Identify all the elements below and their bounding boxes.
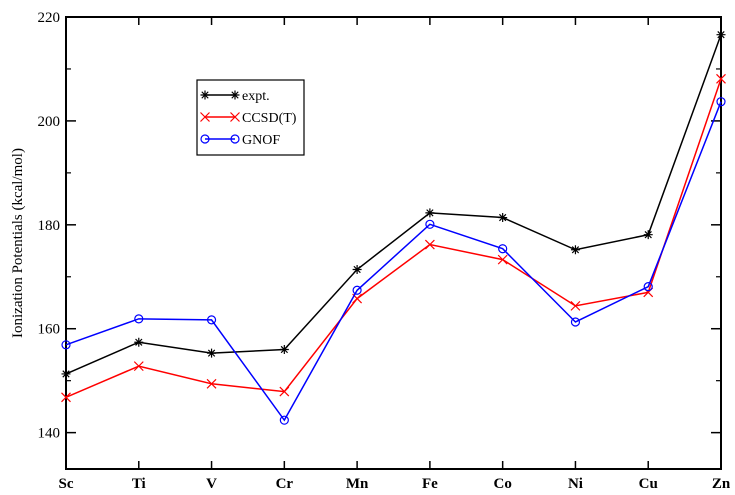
x-tick-label: Cu [639, 476, 658, 492]
marker-circle [206, 315, 217, 325]
marker-x [497, 254, 508, 265]
y-tick-label: 220 [38, 10, 61, 26]
marker-asterisk [279, 345, 289, 355]
marker-asterisk [134, 337, 144, 347]
axes-group: Sc Ti V Cr Mn Fe Co Ni Cu Zn 140 160 180 200 220 [38, 10, 731, 492]
x-tick-label: Sc [59, 476, 74, 492]
legend-item: GNOF [200, 133, 280, 148]
marker-asterisk [716, 30, 726, 40]
series-line [65, 101, 722, 422]
marker-circle [61, 340, 71, 350]
x-tick-label: Fe [422, 476, 438, 492]
plot-frame [65, 16, 722, 470]
legend-label: GNOF [242, 133, 280, 148]
marker-x [279, 386, 290, 397]
series-2 [61, 97, 726, 425]
marker-circle [352, 285, 362, 295]
legend-label: CCSD(T) [242, 111, 297, 126]
series-layer [61, 30, 726, 425]
marker-asterisk [200, 90, 210, 100]
legend-item: CCSD(T) [200, 111, 297, 126]
series-1 [61, 73, 726, 403]
marker-x [716, 73, 726, 84]
marker-x [424, 239, 435, 250]
marker-x [570, 300, 581, 311]
series-line [65, 34, 722, 375]
marker-x [230, 112, 240, 122]
marker-asterisk [61, 369, 71, 379]
y-axis-title: Ionization Potentials (kcal/mol) [10, 148, 26, 338]
marker-x [206, 378, 217, 389]
marker-asterisk [230, 90, 240, 100]
legend-label: expt. [242, 89, 270, 104]
y-tick-label: 160 [38, 322, 61, 338]
marker-asterisk [643, 230, 653, 240]
marker-circle [643, 282, 653, 292]
marker-x [200, 112, 210, 122]
marker-asterisk [352, 264, 362, 274]
marker-circle [230, 134, 240, 144]
marker-asterisk [498, 213, 508, 223]
marker-asterisk [207, 348, 217, 358]
legend: expt. CCSD(T) GNOF [196, 79, 305, 156]
marker-circle [498, 244, 508, 254]
x-tick-label: Cr [276, 476, 294, 492]
y-tick-label: 140 [38, 426, 61, 442]
marker-x [61, 392, 71, 403]
marker-circle [134, 314, 144, 324]
marker-circle [570, 317, 581, 327]
x-tick-label: Co [493, 476, 511, 492]
legend-item: expt. [200, 89, 270, 104]
series-0 [61, 30, 726, 379]
y-tick-label: 200 [38, 114, 61, 130]
x-tick-label: Ni [568, 476, 583, 492]
x-tick-label: V [206, 476, 217, 492]
x-tick-label: Mn [346, 476, 369, 492]
x-tick-label: Zn [712, 476, 731, 492]
marker-circle [200, 134, 210, 144]
marker-circle [425, 219, 435, 229]
marker-asterisk [425, 208, 435, 218]
marker-x [133, 361, 144, 372]
x-tick-label: Ti [132, 476, 146, 492]
marker-circle [279, 415, 289, 425]
y-tick-label: 180 [38, 218, 61, 234]
series-line [65, 78, 722, 398]
marker-circle [716, 97, 726, 107]
marker-asterisk [570, 245, 580, 255]
